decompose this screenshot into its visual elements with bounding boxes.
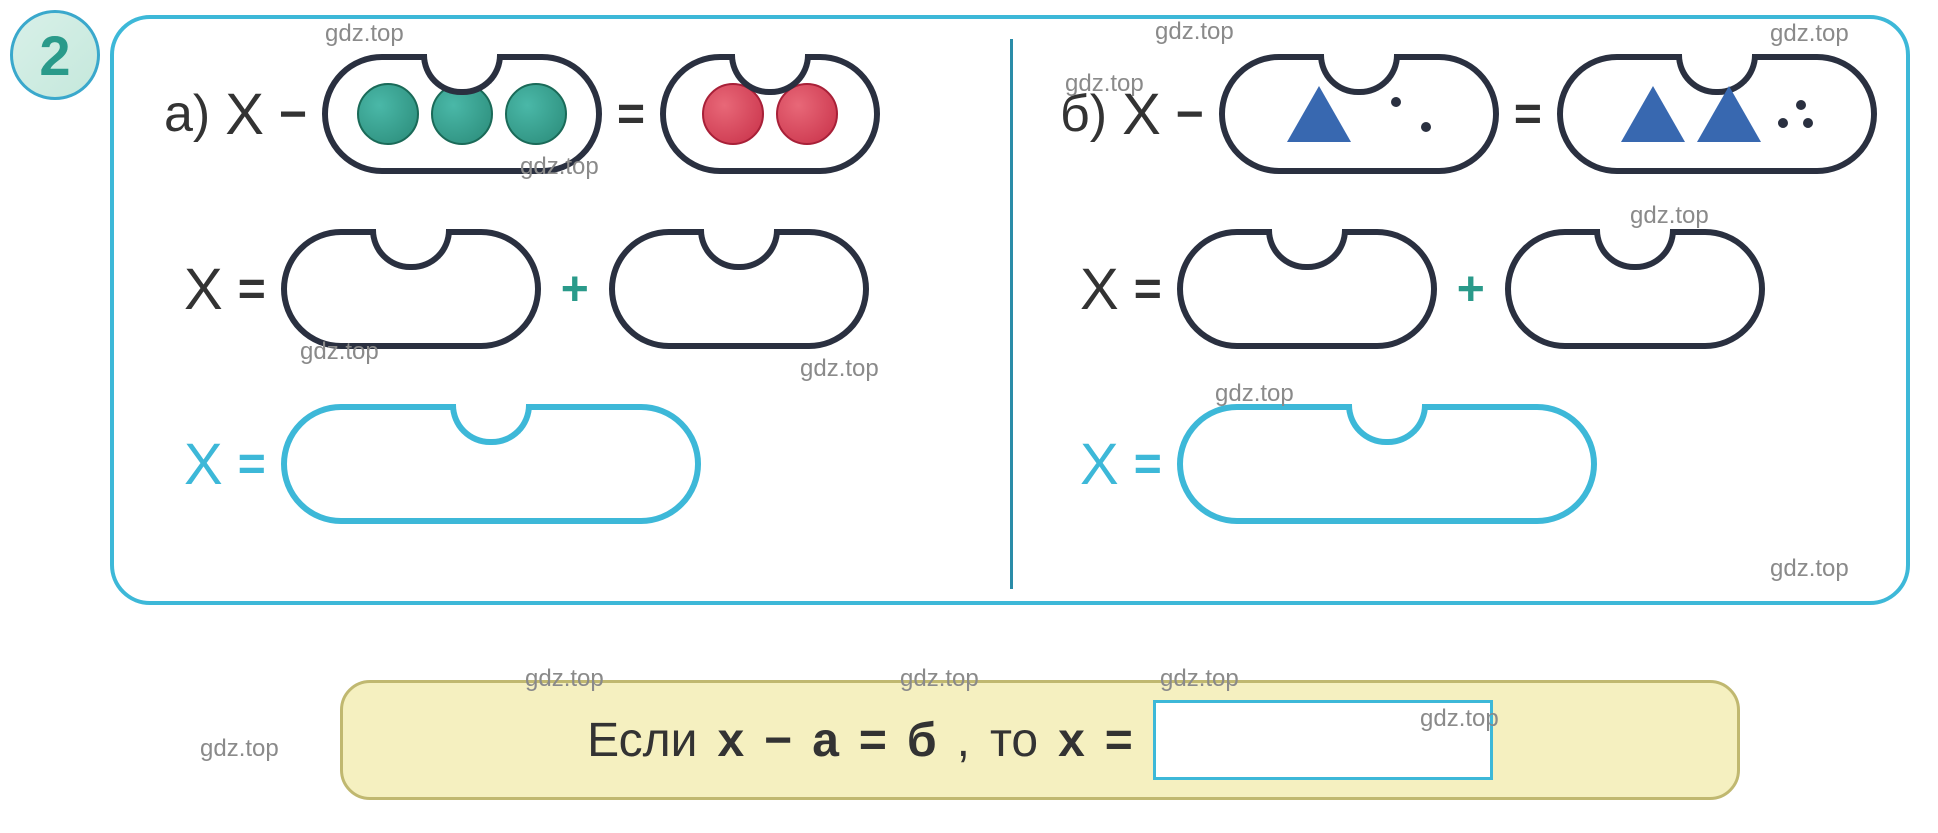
rule-box: Если x − a = б , то x =	[340, 680, 1740, 800]
bag-triangles-dots	[1557, 54, 1877, 174]
equals-sign: =	[1134, 437, 1162, 492]
variable-x-result: X	[184, 431, 223, 498]
dot-icon	[1421, 122, 1431, 132]
bag-empty[interactable]	[1505, 229, 1765, 349]
bag-content	[1183, 410, 1591, 518]
row-b3: X =	[1030, 399, 1886, 529]
variable-x-result: X	[1080, 431, 1119, 498]
bag-result-empty[interactable]	[1177, 404, 1597, 524]
bag-content	[287, 235, 535, 343]
equals-sign: =	[1134, 262, 1162, 317]
bag-empty[interactable]	[1177, 229, 1437, 349]
variable-x: X	[1122, 81, 1161, 148]
triangle-icon	[1287, 86, 1351, 142]
bag-content	[1511, 235, 1759, 343]
dot-icon	[1391, 97, 1401, 107]
row-a3: X =	[134, 399, 990, 529]
row-a2: X = +	[134, 224, 990, 354]
dots-group	[1778, 100, 1813, 128]
rule-b: б	[907, 713, 937, 768]
dots-row	[1778, 118, 1813, 128]
row-b1: б) X − =	[1030, 49, 1886, 179]
row-b2: X = +	[1030, 224, 1886, 354]
equals-sign: =	[1514, 87, 1542, 142]
triangle-icon	[1697, 86, 1761, 142]
bag-content	[1183, 235, 1431, 343]
bag-triangle-dots	[1219, 54, 1499, 174]
circle-icon	[702, 83, 764, 145]
circle-icon	[357, 83, 419, 145]
bag-result-empty[interactable]	[281, 404, 701, 524]
bag-content	[615, 235, 863, 343]
bag-empty[interactable]	[281, 229, 541, 349]
rule-eq2: =	[1105, 713, 1133, 768]
rule-x2: x	[1058, 713, 1085, 768]
equals-sign: =	[617, 87, 645, 142]
bag-content	[666, 60, 874, 168]
part-a: а) X − = X =	[114, 19, 1010, 601]
triangle-icon	[1621, 86, 1685, 142]
problem-number: 2	[39, 23, 70, 88]
bag-empty[interactable]	[609, 229, 869, 349]
equals-sign: =	[238, 437, 266, 492]
rule-comma: ,	[957, 713, 970, 768]
minus-sign: −	[279, 87, 307, 142]
variable-x: X	[1080, 256, 1119, 323]
label-b: б)	[1060, 84, 1107, 144]
problem-number-badge: 2	[10, 10, 100, 100]
rule-eq: =	[859, 713, 887, 768]
variable-x: X	[225, 81, 264, 148]
bag-red-circles	[660, 54, 880, 174]
bag-teal-circles	[322, 54, 602, 174]
bag-content	[1563, 60, 1871, 168]
dots-group	[1371, 97, 1431, 132]
rule-a: a	[812, 713, 839, 768]
bag-content	[287, 410, 695, 518]
dot-icon	[1796, 100, 1806, 110]
dot-icon	[1778, 118, 1788, 128]
part-b: б) X − =	[1010, 19, 1906, 601]
dot-icon	[1803, 118, 1813, 128]
circle-icon	[505, 83, 567, 145]
plus-sign: +	[561, 262, 589, 317]
rule-then: то	[990, 713, 1038, 768]
circle-icon	[431, 83, 493, 145]
circle-icon	[776, 83, 838, 145]
plus-sign: +	[1457, 262, 1485, 317]
equals-sign: =	[238, 262, 266, 317]
bag-content	[1225, 60, 1493, 168]
watermark-text: gdz.top	[200, 735, 279, 763]
rule-x: x	[717, 713, 744, 768]
row-a1: а) X − =	[134, 49, 990, 179]
rule-prefix: Если	[587, 713, 697, 768]
variable-x: X	[184, 256, 223, 323]
minus-sign: −	[1176, 87, 1204, 142]
answer-input-box[interactable]	[1153, 700, 1493, 780]
label-a: а)	[164, 84, 210, 144]
bag-content	[328, 60, 596, 168]
rule-minus: −	[764, 713, 792, 768]
main-problem-box: а) X − = X =	[110, 15, 1910, 605]
